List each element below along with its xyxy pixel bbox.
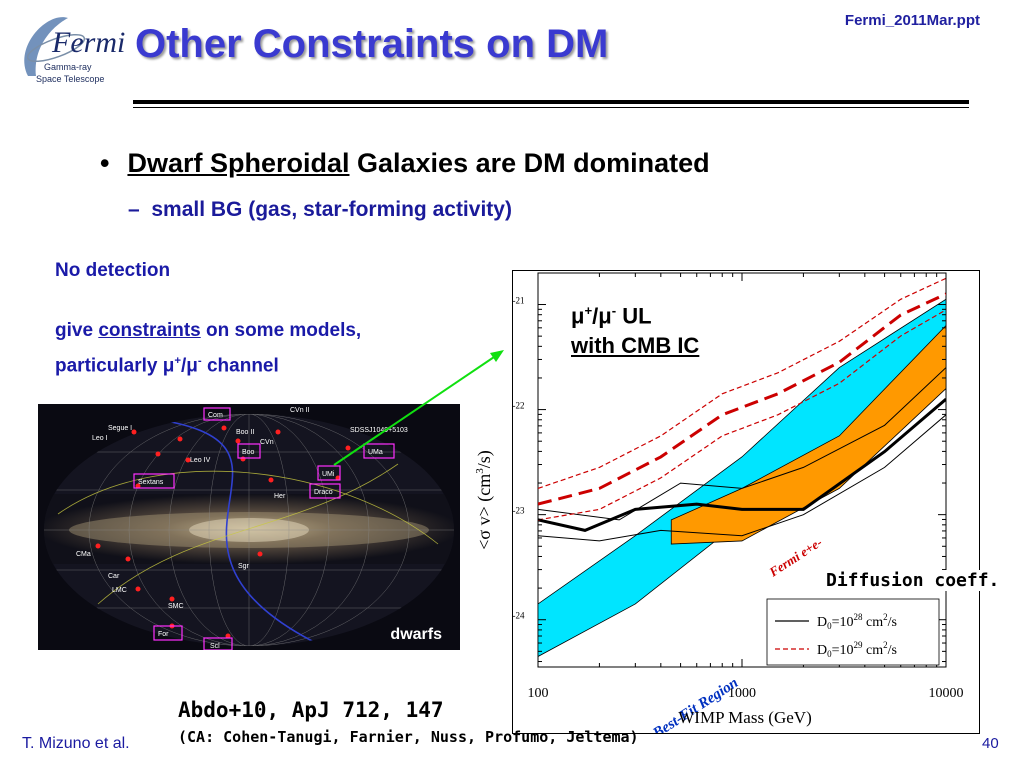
dwarf-her: Her [274,493,286,500]
logo-line2: Space Telescope [36,74,104,84]
dwarf-sdss: SDSSJ1049+5103 [350,427,408,434]
x-tick-label: 1000 [728,686,756,701]
fermi-logo: Fermi Gamma-ray Space Telescope [8,6,128,96]
bullet-main: • Dwarf Spheroidal Galaxies are DM domina… [100,148,710,179]
green-arrow-icon [333,350,504,466]
band-fermi-ee [670,324,946,545]
bullet-sub: – small BG (gas, star-forming activity) [128,198,512,222]
note-line1: No detection [55,260,171,281]
note-spacer [55,286,361,316]
title-divider-thin [133,107,969,108]
bullet-sub-dash: – [128,198,152,221]
x-axis-label: WIMP Mass (GeV) [678,708,811,727]
legend-label-d29: D0=1029 cm2/s [817,640,897,659]
bullet-main-rest: Galaxies are DM dominated [349,148,710,178]
dwarf-sky-map: Com UMa Boo UMi Draco Sextans For Scl CV… [38,404,460,650]
note-line3: particularly μ+/μ- channel [55,355,279,377]
dwarf-com: Com [208,412,223,419]
pointer-arrow [320,345,510,475]
title-divider [133,100,969,104]
dwarf-cvn2: CVn II [290,407,310,414]
x-tick-label: 100 [528,686,549,701]
dwarf-uma: UMa [368,449,383,456]
reference-main: Abdo+10, ApJ 712, 147 [178,698,444,722]
logo-line1: Gamma-ray [44,62,92,72]
dwarf-leo4: Leo IV [190,457,211,464]
dwarf-leo1: Leo I [92,435,108,442]
constraint-chart: 10010001000010-2410-2310-2210-21 Pamela … [477,272,964,768]
ul-line1: μ+/μ- UL [571,303,652,329]
y-tick-label: 10-22 [513,401,525,418]
dwarf-boo: Boo [242,449,255,456]
bullet-dot: • [100,148,110,178]
series-line-3 [538,292,946,506]
dwarf-cma: CMa [76,551,91,558]
series-line-5 [538,309,946,521]
legend-label-d28: D0=1028 cm2/s [817,612,897,631]
page-number: 40 [982,735,999,752]
dwarf-boo2: Boo II [236,429,254,436]
slide-title: Other Constraints on DM [135,22,609,66]
dwarf-draco: Draco [314,489,333,496]
dwarf-for: For [158,631,169,638]
dwarf-sextans: Sextans [138,479,164,486]
dwarf-segue1: Segue I [108,425,132,432]
bullet-main-underlined: Dwarf Spheroidal [127,148,350,178]
diffusion-coeff-label: Diffusion coeff. [826,570,1000,591]
dwarf-umi: UMi [322,471,335,478]
fermi-swoosh-icon: Fermi Gamma-ray Space Telescope [24,17,125,84]
y-axis-label-outer: <σ v> (cm3/s) [468,420,498,580]
y-tick-label: 10-24 [513,611,525,628]
dwarf-cvn: CVn [260,439,274,446]
logo-name: Fermi [51,26,125,59]
series-line-0 [538,397,946,532]
dwarf-smc: SMC [168,603,184,610]
series-line-1 [538,367,946,521]
sky-map-image: Com UMa Boo UMi Draco Sextans For Scl CV… [44,407,454,650]
sky-labels: Com UMa Boo UMi Draco Sextans For Scl CV… [76,407,408,650]
reference-authors: (CA: Cohen-Tanugi, Farnier, Nuss, Profum… [178,728,639,746]
y-tick-label: 10-23 [513,506,525,523]
file-name: Fermi_2011Mar.ppt [844,12,980,29]
x-tick-label: 10000 [929,686,964,701]
note-line2: give constraints on some models, [55,320,362,341]
detection-note: No detection give constraints on some mo… [55,256,361,381]
dwarf-lmc: LMC [112,587,127,594]
series-line-4 [538,277,946,489]
dwarf-scl: Scl [210,643,220,650]
chart-legend: D0=1028 cm2/s D0=1029 cm2/s [766,598,940,666]
ul-line2: with CMB IC [571,333,700,359]
series-line-2 [538,414,946,542]
dwarf-car: Car [108,573,120,580]
y-axis-title: <σ v> (cm3/s) [474,450,495,550]
bullet-sub-text: small BG (gas, star-forming activity) [151,198,512,221]
dwarfs-label: dwarfs [390,626,442,643]
footer-author: T. Mizuno et al. [22,735,130,752]
y-tick-label: 10-21 [513,296,525,313]
dwarf-sgr: Sgr [238,563,250,570]
band-pamela [538,298,946,657]
constraints-link: constraints [98,320,201,341]
plot-frame: 10010001000010-2410-2310-2210-21 Pamela … [477,270,980,768]
ul-annotation: μ+/μ- UL with CMB IC [571,296,699,361]
